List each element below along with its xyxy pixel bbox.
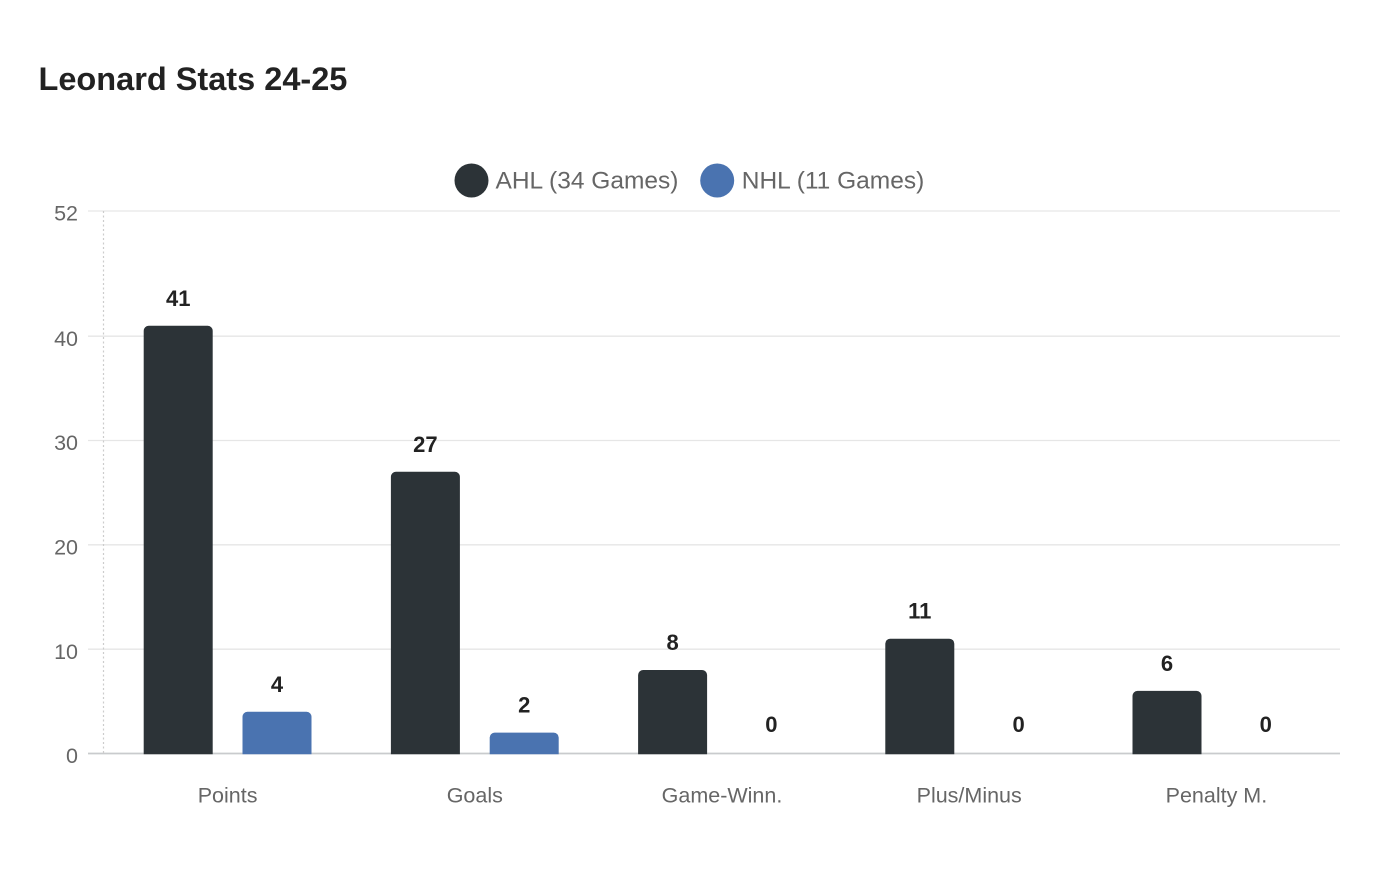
svg-text:27: 27 [413,432,437,457]
svg-text:0: 0 [1260,712,1272,737]
svg-text:4: 4 [271,672,284,697]
svg-text:0: 0 [1012,712,1024,737]
svg-text:Penalty M.: Penalty M. [1166,784,1268,808]
svg-text:Goals: Goals [447,784,503,808]
svg-text:11: 11 [908,599,931,624]
svg-text:AHL (34 Games): AHL (34 Games) [496,168,679,195]
svg-text:NHL (11 Games): NHL (11 Games) [742,168,924,195]
svg-text:41: 41 [166,286,190,311]
svg-text:Points: Points [198,784,258,808]
svg-text:40: 40 [54,327,78,351]
svg-text:10: 10 [54,640,78,664]
svg-text:Leonard Stats 24-25: Leonard Stats 24-25 [39,61,348,97]
svg-text:8: 8 [666,630,678,655]
svg-text:0: 0 [765,712,777,737]
svg-text:52: 52 [54,202,78,226]
svg-text:2: 2 [518,693,530,718]
svg-text:Game-Winn.: Game-Winn. [662,784,783,808]
svg-text:0: 0 [66,744,78,768]
svg-text:20: 20 [54,536,78,560]
svg-text:Plus/Minus: Plus/Minus [917,784,1022,808]
svg-text:30: 30 [54,431,78,455]
svg-text:6: 6 [1161,651,1173,676]
